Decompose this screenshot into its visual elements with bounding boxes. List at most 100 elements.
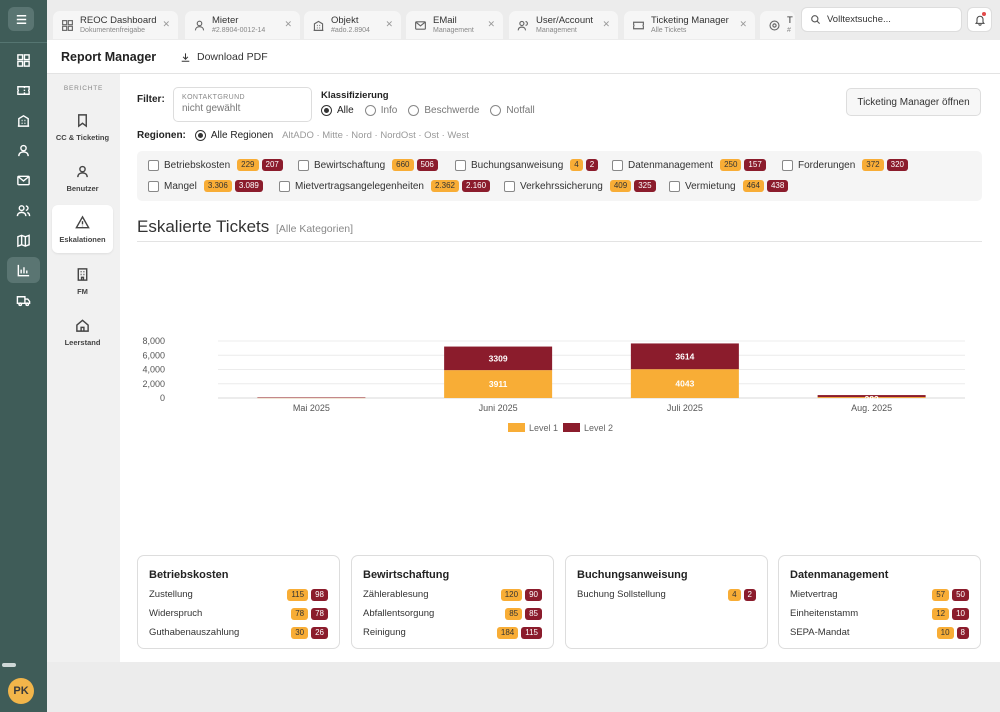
radio-notfall[interactable]: Notfall	[490, 105, 535, 116]
category-checkbox[interactable]: Mangel 3.306 3.089	[148, 180, 263, 192]
mail-icon[interactable]	[7, 167, 40, 193]
dashboard-icon	[61, 19, 74, 32]
close-icon[interactable]: ✕	[385, 19, 393, 29]
category-checkbox[interactable]: Datenmanagement 250 157	[612, 159, 766, 171]
tab-title: T	[787, 15, 793, 27]
card-row: Reinigung 184 115	[363, 626, 542, 639]
x-tick-label: Aug. 2025	[851, 403, 892, 413]
users-icon[interactable]	[7, 197, 40, 223]
bar-level-1	[444, 370, 553, 398]
section-title-text: Eskalierte Tickets	[137, 217, 270, 236]
close-icon[interactable]: ✕	[162, 19, 170, 29]
nav-item-label: FM	[77, 286, 88, 296]
checkbox-box[interactable]	[148, 159, 159, 171]
section-subtitle: [Alle Kategorien]	[276, 223, 354, 235]
tab-mieter[interactable]: Mieter #2.8904-0012-14 ✕	[185, 11, 300, 39]
warning-icon	[75, 214, 90, 228]
bar-level-2	[444, 346, 553, 371]
tab-user-account[interactable]: User/Account Management ✕	[509, 11, 618, 39]
user-icon[interactable]	[7, 137, 40, 163]
card-row-label: Widerspruch	[149, 608, 203, 619]
radio-alle[interactable]: Alle	[321, 105, 354, 116]
download-pdf-label: Download PDF	[197, 51, 268, 63]
search-input[interactable]	[827, 14, 947, 25]
truck-icon[interactable]	[7, 287, 40, 313]
category-name: Buchungsanweisung	[471, 159, 564, 171]
close-icon[interactable]: ✕	[602, 19, 610, 29]
checkbox-box[interactable]	[612, 159, 623, 171]
card-row: Widerspruch 78 78	[149, 607, 328, 620]
category-checkbox[interactable]: Bewirtschaftung 660 506	[298, 159, 438, 171]
nav-item-eskalationen[interactable]: Eskalationen	[52, 205, 113, 253]
radio-beschwerde[interactable]: Beschwerde	[408, 105, 479, 116]
category-cards: Betriebskosten Zustellung 115 98 Widerspruch…	[137, 555, 982, 650]
nav-item-cc-ticketing[interactable]: CC & Ticketing	[52, 103, 113, 151]
category-checkbox[interactable]: Vermietung 464 438	[669, 180, 789, 192]
bar-level-1	[630, 369, 739, 398]
rail-collapse-handle[interactable]	[2, 663, 16, 667]
tab-email[interactable]: EMail Management ✕	[406, 11, 503, 39]
checkbox-box[interactable]	[279, 180, 290, 192]
avatar[interactable]: PK	[8, 678, 34, 704]
search-box[interactable]	[801, 7, 962, 32]
checkbox-box[interactable]	[148, 180, 159, 192]
category-checkbox[interactable]: Betriebskosten 229 207	[148, 159, 283, 171]
checkbox-box[interactable]	[782, 159, 793, 171]
region-list[interactable]: AltADO · Mitte · Nord · NordOst · Ost · …	[282, 130, 469, 141]
radio-info[interactable]: Info	[364, 105, 397, 116]
checkbox-box[interactable]	[298, 159, 309, 171]
level2-badge: 115	[521, 626, 542, 639]
notification-button[interactable]	[967, 7, 992, 32]
page-title: Report Manager	[61, 50, 157, 64]
card-row-label: Zählerablesung	[363, 589, 429, 600]
level1-badge: 660	[392, 159, 414, 171]
left-rail: PK	[0, 0, 47, 712]
user-icon	[193, 19, 206, 32]
data-label: 3911	[489, 379, 508, 389]
user-icon	[77, 165, 88, 177]
level1-badge: 372	[862, 159, 884, 171]
nav-item-benutzer[interactable]: Benutzer	[52, 154, 113, 202]
nav-item-fm[interactable]: FM	[52, 257, 113, 305]
ticket-icon	[632, 19, 645, 32]
card-row: Mietvertrag 57 50	[790, 588, 969, 601]
nav-item-label: CC & Ticketing	[55, 132, 110, 142]
kontaktgrund-field[interactable]: KONTAKTGRUND nicht gewählt	[173, 87, 312, 122]
open-ticketing-manager-button[interactable]: Ticketing Manager öffnen	[846, 88, 981, 116]
download-icon	[181, 52, 190, 62]
page-header: Report Manager Download PDF	[47, 40, 1000, 74]
level2-badge: 157	[744, 159, 766, 171]
kontaktgrund-value: nicht gewählt	[182, 103, 241, 114]
category-checkbox[interactable]: Mietvertragsangelegenheiten 2.362 2.160	[279, 180, 491, 192]
checkbox-box[interactable]	[455, 159, 466, 171]
dashboard-icon[interactable]	[7, 47, 40, 73]
menu-icon[interactable]	[8, 7, 34, 31]
category-card: Datenmanagement Mietvertrag 57 50 Einheitens…	[778, 555, 981, 649]
tab-truncated[interactable]: T #	[760, 11, 795, 39]
card-title: Betriebskosten	[149, 569, 229, 581]
close-icon[interactable]: ✕	[487, 19, 495, 29]
ticket-icon[interactable]	[7, 77, 40, 103]
nav-item-leerstand[interactable]: Leerstand	[52, 308, 113, 356]
tab-ticketing-manager[interactable]: Ticketing Manager Alle Tickets ✕	[624, 11, 755, 39]
category-name: Bewirtschaftung	[314, 159, 386, 171]
card-row-label: Reinigung	[363, 627, 406, 638]
category-checkbox[interactable]: Forderungen 372 320	[782, 159, 908, 171]
chart-icon[interactable]	[7, 257, 40, 283]
checkbox-box[interactable]	[669, 180, 680, 192]
map-icon[interactable]	[7, 227, 40, 253]
building-icon[interactable]	[7, 107, 40, 133]
category-checkbox[interactable]: Buchungsanweisung 4 2	[455, 159, 599, 171]
rail-divider	[0, 42, 47, 43]
download-pdf-button[interactable]: Download PDF	[180, 51, 268, 63]
category-checkbox[interactable]: Verkehrssicherung 409 325	[504, 180, 656, 192]
tab-reoc-dashboard[interactable]: REOC Dashboard Dokumentenfreigabe ✕	[53, 11, 178, 39]
close-icon[interactable]: ✕	[739, 19, 747, 29]
category-name: Verkehrssicherung	[520, 180, 603, 192]
radio-label: Notfall	[506, 105, 535, 116]
close-icon[interactable]: ✕	[284, 19, 292, 29]
checkbox-box[interactable]	[504, 180, 515, 192]
data-label: 3614	[675, 351, 694, 361]
tab-objekt[interactable]: Objekt #ado.2.8904 ✕	[304, 11, 401, 39]
radio-alle-regionen[interactable]: Alle Regionen	[194, 130, 273, 141]
